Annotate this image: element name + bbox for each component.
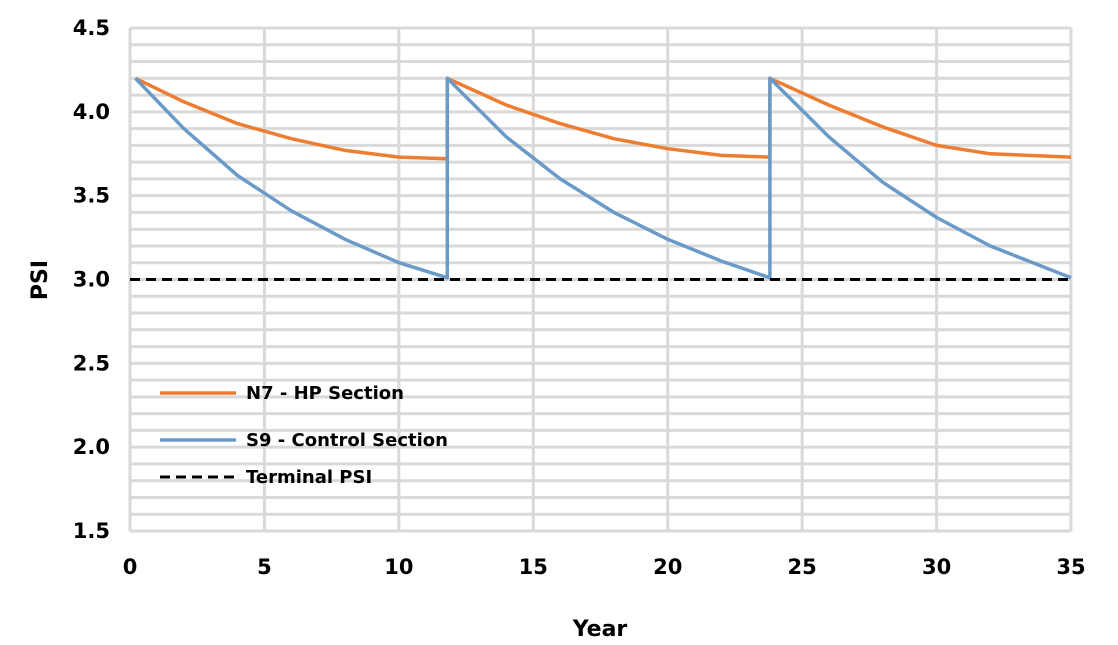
- y-tick-label: 2.0: [73, 435, 110, 459]
- series-line-n7-hp-section: [134, 76, 1072, 161]
- x-tick-label: 35: [1056, 555, 1085, 579]
- y-tick-label: 3.5: [73, 184, 110, 208]
- tick-labels: 0 5 10 15 20 25 30 35 1.5 2.0 2.5 3.0 3.5 4.0 4.5: [73, 16, 1086, 579]
- y-axis-title: PSI: [28, 260, 53, 300]
- x-tick-label: 15: [519, 555, 548, 579]
- y-tick-label: 4.0: [73, 100, 110, 124]
- legend-label-s9-control-section: S9 - Control Section: [246, 430, 448, 451]
- x-axis-title: Year: [572, 617, 628, 642]
- series-lines: [130, 76, 1072, 281]
- x-tick-label: 20: [653, 555, 682, 579]
- y-tick-label: 3.0: [73, 268, 110, 292]
- gridlines: [128, 26, 1073, 533]
- y-tick-label: 2.5: [73, 351, 110, 375]
- series-line-s9-control-section: [134, 76, 1072, 280]
- legend-label-terminal-psi: Terminal PSI: [246, 467, 372, 488]
- legend: N7 - HP Section S9 - Control Section Termi…: [160, 383, 448, 488]
- x-tick-label: 5: [257, 555, 272, 579]
- legend-label-n7-hp-section: N7 - HP Section: [246, 383, 404, 404]
- y-tick-label: 4.5: [73, 16, 110, 40]
- x-tick-label: 10: [384, 555, 413, 579]
- y-tick-label: 1.5: [73, 519, 110, 543]
- x-tick-label: 25: [788, 555, 817, 579]
- x-tick-label: 30: [922, 555, 951, 579]
- x-tick-label: 0: [123, 555, 138, 579]
